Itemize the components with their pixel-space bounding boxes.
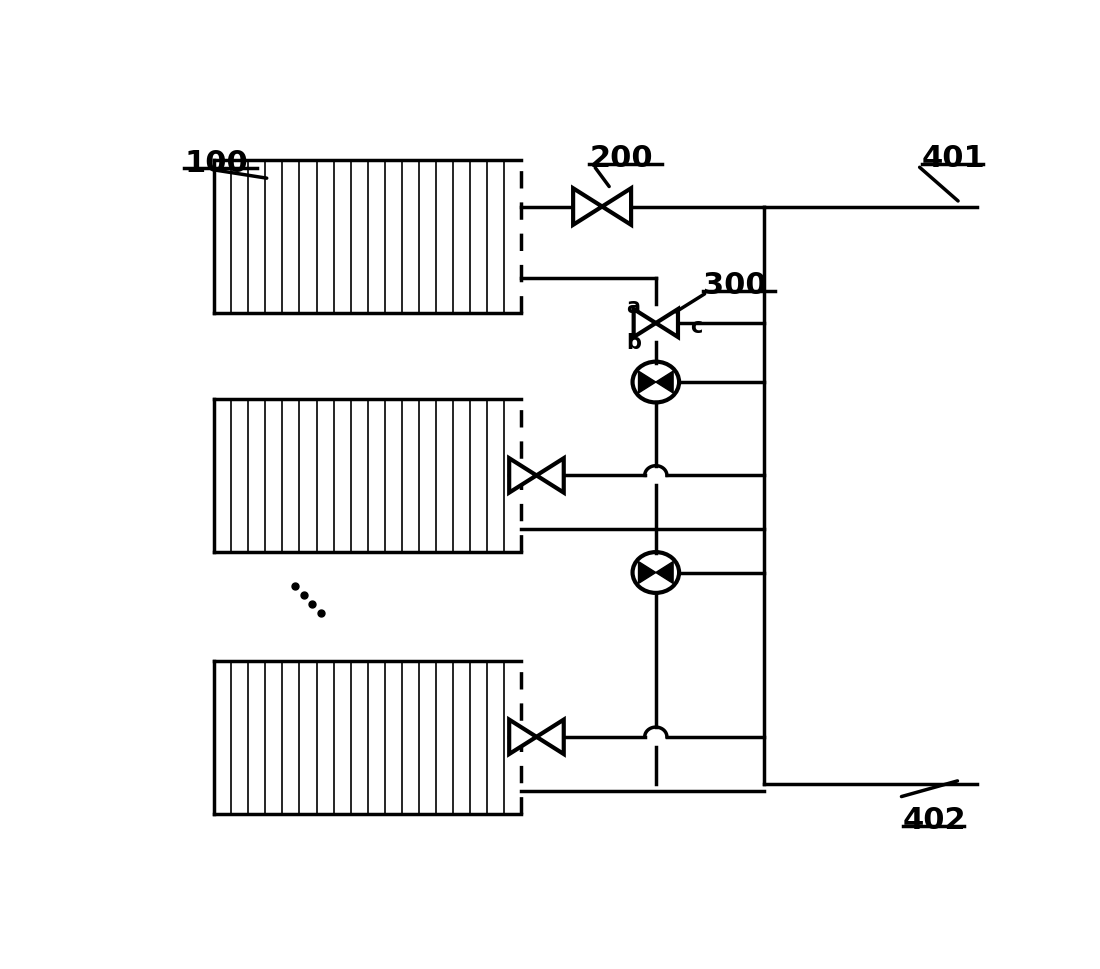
Polygon shape [634, 310, 656, 337]
Text: a: a [626, 297, 640, 317]
Text: b: b [626, 332, 641, 353]
Text: 300: 300 [703, 270, 767, 299]
Polygon shape [656, 310, 678, 337]
Text: 402: 402 [903, 805, 967, 834]
Polygon shape [656, 372, 673, 393]
Text: 100: 100 [185, 148, 249, 177]
Polygon shape [537, 458, 563, 493]
Polygon shape [638, 372, 656, 393]
Polygon shape [656, 562, 673, 583]
Polygon shape [573, 189, 602, 226]
Text: 200: 200 [590, 143, 653, 172]
Polygon shape [537, 720, 563, 754]
Polygon shape [509, 720, 537, 754]
Polygon shape [509, 458, 537, 493]
Text: c: c [690, 317, 702, 336]
Polygon shape [602, 189, 631, 226]
Text: 401: 401 [922, 143, 986, 172]
Polygon shape [638, 562, 656, 583]
